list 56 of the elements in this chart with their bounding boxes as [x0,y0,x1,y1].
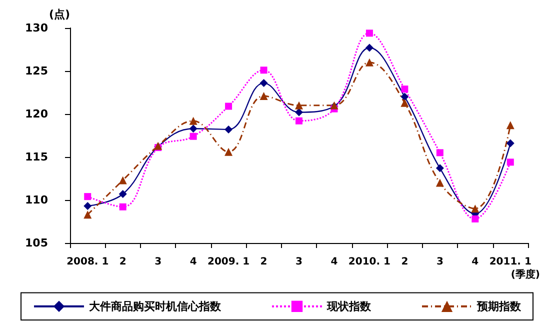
point [471,204,480,213]
point [119,203,126,210]
point [260,92,268,100]
x-tick-label: 3 [296,256,303,268]
point [366,30,373,37]
x-axis-title: (季度) [510,268,540,280]
x-tick-label: 4 [190,256,197,268]
point [365,58,374,66]
point [189,116,198,125]
point [84,193,92,200]
legend-label: 大件商品购买时机信心指数 [89,300,222,313]
point [436,164,444,172]
point [225,102,232,110]
x-tick-label: 3 [154,256,162,268]
point [506,158,514,166]
point [224,148,233,156]
point [400,98,409,107]
y-tick-label: 125 [25,64,48,78]
x-tick-label: 2011. 1 [489,256,532,268]
point [295,101,303,110]
y-tick-label: 120 [25,108,48,120]
x-tick-label: 4 [472,256,479,268]
point [84,202,92,210]
point [296,117,302,124]
point [118,190,127,198]
x-tick-label: 2 [401,256,408,268]
point [506,139,514,148]
x-tick-label: 2008. 1 [66,256,109,268]
point [436,178,444,187]
point [260,79,268,88]
x-tick-label: 4 [330,256,338,268]
point [224,125,233,134]
legend-label: 现状指数 [326,300,372,313]
y-tick-label: 115 [25,150,48,164]
y-tick-label: 130 [25,22,48,34]
point [295,108,303,116]
x-tick-label: 2010. 1 [348,256,391,268]
point [84,210,92,219]
point [260,66,268,74]
point [189,124,198,133]
x-tick-label: 2 [119,256,126,268]
x-tick-label: 3 [436,256,444,268]
point [190,132,197,140]
x-tick-label: 2009. 1 [208,256,250,268]
point [436,149,444,156]
x-tick-label: 2 [260,256,268,268]
point [472,215,479,222]
y-tick-label: 105 [25,236,48,250]
y-axis-title: (点) [48,8,70,21]
point [365,44,374,52]
point [401,86,408,93]
point [506,121,514,130]
point [400,92,409,101]
legend-label: 预期指数 [476,300,522,313]
y-tick-label: 110 [25,194,48,206]
point [118,176,127,184]
